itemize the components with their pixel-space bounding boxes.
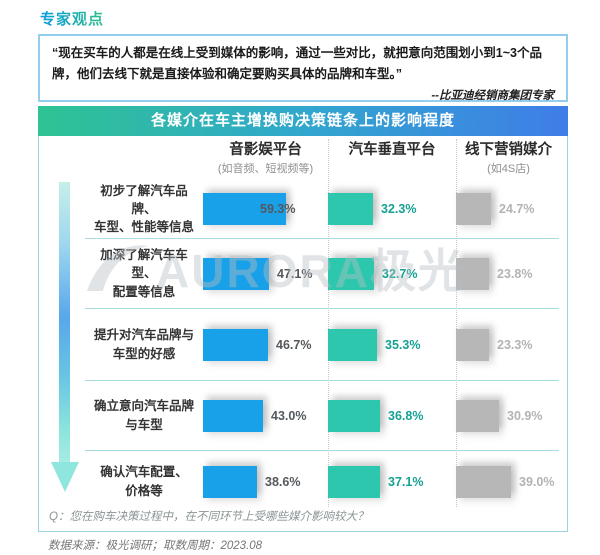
bar-value: 46.7%: [276, 337, 312, 352]
bar-cell: 39.0%: [456, 465, 561, 498]
bar-cell: 30.9%: [456, 399, 561, 432]
bar-value: 24.7%: [499, 202, 535, 216]
bar-cell: 32.7%: [328, 257, 456, 290]
column-sublabel: (如4S店): [487, 163, 530, 176]
bar-value: 39.0%: [519, 474, 555, 489]
bar-cell: 38.6%: [203, 465, 328, 498]
bar-cell: 36.8%: [328, 399, 456, 432]
column-label: 汽车垂直平台: [348, 142, 436, 158]
bar-cell: 23.3%: [456, 328, 561, 361]
column-header-1: 音影娱平台 (如音频、短视频等): [203, 142, 328, 180]
bar: [456, 465, 511, 498]
bar-cell: 32.3%: [328, 193, 456, 225]
expert-quote-box: “现在买车的人都是在线上受到媒体的影响，通过一些对比，就把意向范围划小到1~3个…: [38, 34, 568, 102]
bar-cell: 43.0%: [203, 399, 328, 432]
quote-attribution: --比亚迪经销商集团专家: [431, 89, 554, 102]
bar-cell: 24.7%: [456, 193, 561, 225]
chart-row-3: 提升对汽车品牌与 车型的好感 46.7% 35.3% 23.3%: [85, 308, 559, 380]
bar-value: 47.1%: [277, 266, 313, 281]
arrow-down-icon: [51, 462, 79, 492]
chart-title-bar: 各媒介在车主增换购决策链条上的影响程度: [38, 106, 568, 136]
bar-value: 30.9%: [507, 408, 543, 423]
chart-row-4: 确立意向汽车品牌 与车型 43.0% 36.8% 30.9%: [85, 380, 559, 450]
row-label: 提升对汽车品牌与 车型的好感: [93, 328, 194, 361]
column-headers: 音影娱平台 (如音频、短视频等) 汽车垂直平台 线下营销媒介 (如4S店): [85, 142, 559, 180]
bar-cell: 23.8%: [456, 257, 561, 290]
bar: [328, 465, 380, 498]
data-source: 数据来源：极光调研；取数周期：2023.08: [48, 540, 263, 552]
bar: [328, 193, 373, 225]
bar-value: 43.0%: [271, 408, 307, 423]
rows-container: 初步了解汽车品牌、 车型、性能等信息 59.3% 32.3% 24.7% 加深了解汽车车…: [85, 180, 559, 512]
section-title: 专家观点: [40, 8, 104, 29]
column-header-3: 线下营销媒介 (如4S店): [456, 142, 561, 180]
bar-cell: 46.7%: [203, 328, 328, 361]
bar: [203, 193, 286, 225]
bar-value: 37.1%: [388, 474, 424, 489]
bar-value: 23.8%: [497, 266, 533, 281]
bar-cell: 59.3%: [203, 193, 328, 225]
column-divider-2: [456, 139, 457, 507]
row-label: 初步了解汽车品牌、 车型、性能等信息: [93, 183, 194, 235]
chart-panel: 各媒介在车主增换购决策链条上的影响程度 音影娱平台 (如音频、短视频等) 汽车垂直平…: [38, 106, 568, 532]
bar: [456, 193, 491, 225]
bar-cell: 35.3%: [328, 328, 456, 361]
bar: [456, 328, 489, 361]
bar-cell: 37.1%: [328, 465, 456, 498]
quote-text: “现在买车的人都是在线上受到媒体的影响，通过一些对比，就把意向范围划小到1~3个…: [52, 46, 542, 82]
bar-value: 59.3%: [260, 202, 296, 216]
chart-rows: 初步了解汽车品牌、 车型、性能等信息 59.3% 32.3% 24.7% 加深了解汽车车…: [51, 180, 559, 512]
bar: [456, 257, 489, 290]
column-label: 线下营销媒介: [465, 142, 552, 158]
row-label: 确立意向汽车品牌 与车型: [93, 399, 194, 432]
bar: [328, 399, 380, 432]
arrow-shaft: [59, 182, 70, 464]
bar-value: 23.3%: [497, 337, 533, 352]
bar-value: 36.8%: [388, 408, 424, 423]
bar: [328, 257, 374, 290]
bar: [456, 399, 499, 432]
decision-flow-arrow: [51, 182, 79, 512]
column-label: 音影娱平台: [229, 142, 302, 158]
bar: [203, 328, 268, 361]
bar: [203, 465, 257, 498]
column-sublabel: (如音频、短视频等): [217, 163, 314, 176]
row-label: 加深了解汽车车型、 配置等信息: [100, 248, 188, 299]
survey-question: Q：您在购车决策过程中，在不同环节上受哪些媒介影响较大？: [49, 511, 369, 523]
bar: [203, 399, 263, 432]
row-label: 确认汽车配置、 价格等: [100, 465, 188, 498]
bar-cell: 47.1%: [203, 257, 328, 290]
column-header-2: 汽车垂直平台: [328, 142, 456, 180]
bar-value: 38.6%: [265, 474, 301, 489]
column-divider-1: [328, 139, 329, 507]
bar: [328, 328, 377, 361]
bar: [203, 257, 269, 290]
bar-value: 32.3%: [381, 202, 417, 216]
bar-value: 35.3%: [385, 337, 421, 352]
chart-row-5: 确认汽车配置、 价格等 38.6% 37.1% 39.0%: [85, 450, 559, 512]
chart-row-2: 加深了解汽车车型、 配置等信息 47.1% 32.7% 23.8%: [85, 238, 559, 308]
bar-value: 32.7%: [382, 266, 418, 281]
chart-row-1: 初步了解汽车品牌、 车型、性能等信息 59.3% 32.3% 24.7%: [85, 180, 559, 238]
